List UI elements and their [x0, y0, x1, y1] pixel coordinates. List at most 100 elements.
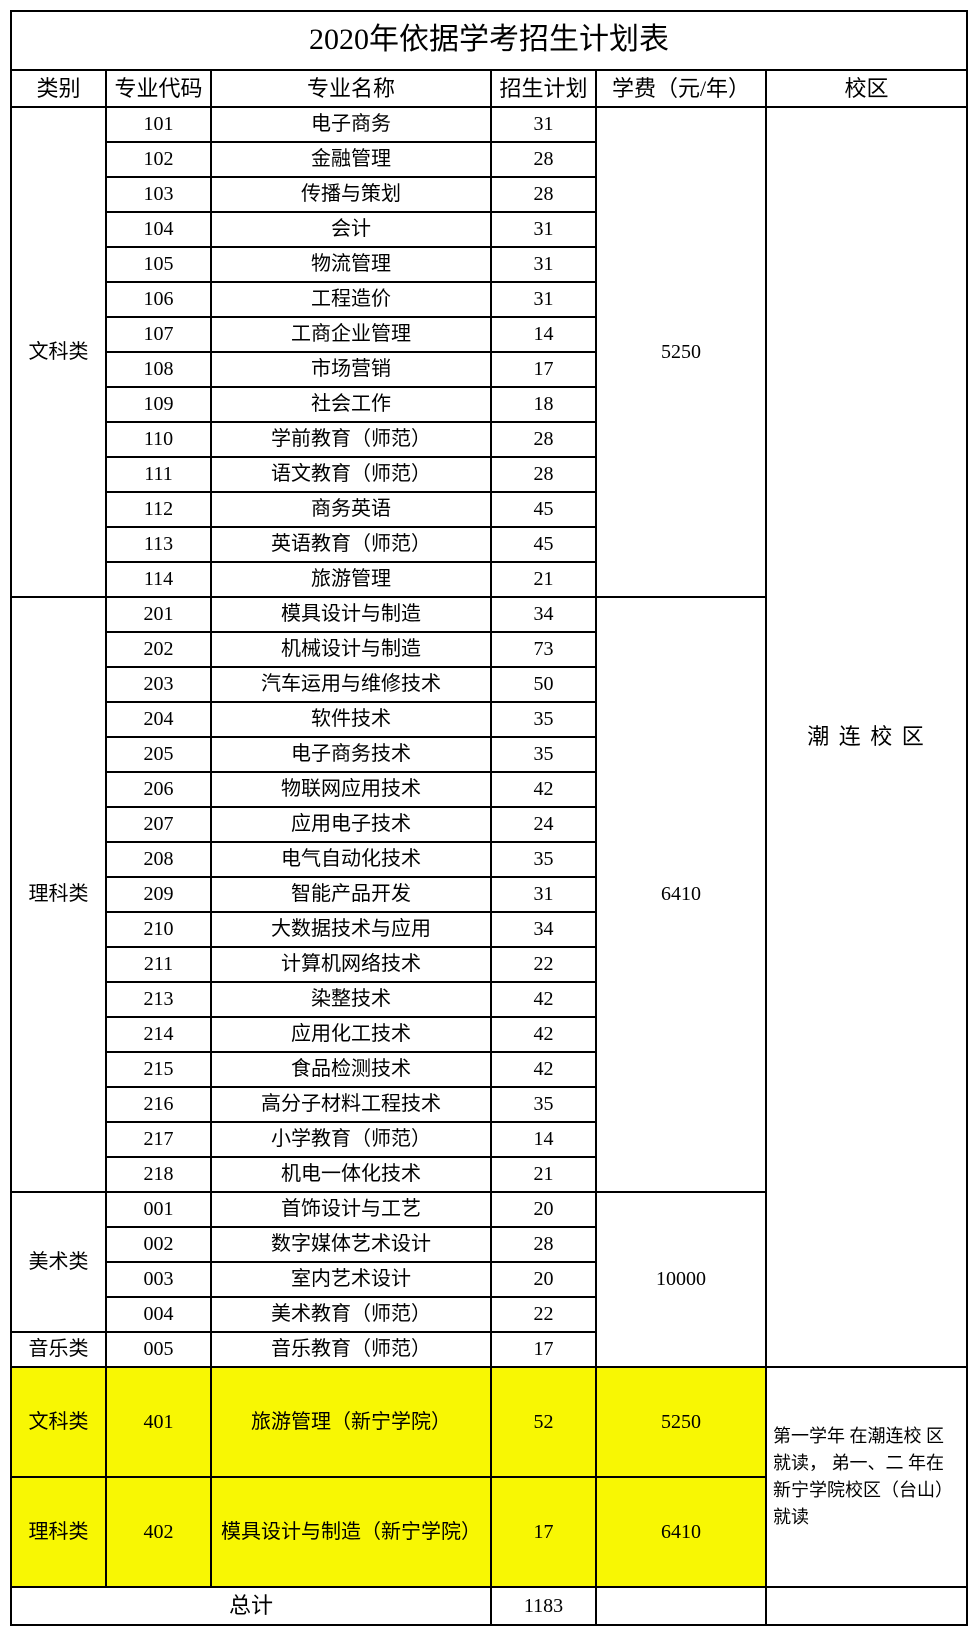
code-cell: 214	[106, 1017, 211, 1052]
major-cell: 金融管理	[211, 142, 491, 177]
plan-cell: 31	[491, 107, 596, 142]
plan-cell: 24	[491, 807, 596, 842]
plan-cell: 28	[491, 142, 596, 177]
plan-cell: 28	[491, 422, 596, 457]
plan-cell: 35	[491, 702, 596, 737]
major-cell: 学前教育（师范）	[211, 422, 491, 457]
code-cell: 001	[106, 1192, 211, 1227]
plan-cell: 21	[491, 1157, 596, 1192]
code-cell: 111	[106, 457, 211, 492]
plan-cell: 28	[491, 1227, 596, 1262]
code-cell: 113	[106, 527, 211, 562]
empty-cell	[766, 1587, 967, 1625]
plan-cell: 34	[491, 912, 596, 947]
code-cell: 003	[106, 1262, 211, 1297]
code-cell: 209	[106, 877, 211, 912]
code-cell: 110	[106, 422, 211, 457]
major-cell: 物联网应用技术	[211, 772, 491, 807]
tuition-cell: 6410	[596, 1477, 766, 1587]
code-cell: 402	[106, 1477, 211, 1587]
code-cell: 112	[106, 492, 211, 527]
total-value: 1183	[491, 1587, 596, 1625]
plan-cell: 17	[491, 352, 596, 387]
tuition-cell: 5250	[596, 107, 766, 597]
plan-cell: 18	[491, 387, 596, 422]
major-cell: 工商企业管理	[211, 317, 491, 352]
plan-cell: 31	[491, 282, 596, 317]
major-cell: 机械设计与制造	[211, 632, 491, 667]
plan-cell: 17	[491, 1332, 596, 1367]
major-cell: 电子商务	[211, 107, 491, 142]
hdr-campus: 校区	[766, 70, 967, 108]
plan-cell: 31	[491, 212, 596, 247]
code-cell: 201	[106, 597, 211, 632]
total-label: 总计	[11, 1587, 491, 1625]
tuition-cell: 5250	[596, 1367, 766, 1477]
plan-cell: 20	[491, 1192, 596, 1227]
plan-cell: 42	[491, 772, 596, 807]
plan-cell: 14	[491, 317, 596, 352]
plan-cell: 35	[491, 842, 596, 877]
code-cell: 005	[106, 1332, 211, 1367]
major-cell: 英语教育（师范）	[211, 527, 491, 562]
hdr-plan: 招生计划	[491, 70, 596, 108]
plan-cell: 20	[491, 1262, 596, 1297]
code-cell: 109	[106, 387, 211, 422]
plan-cell: 14	[491, 1122, 596, 1157]
major-cell: 电气自动化技术	[211, 842, 491, 877]
plan-cell: 50	[491, 667, 596, 702]
plan-cell: 22	[491, 947, 596, 982]
hdr-major: 专业名称	[211, 70, 491, 108]
code-cell: 104	[106, 212, 211, 247]
major-cell: 室内艺术设计	[211, 1262, 491, 1297]
enrollment-plan-table: 2020年依据学考招生计划表类别专业代码专业名称招生计划学费（元/年）校区文科类…	[10, 10, 968, 1626]
plan-cell: 28	[491, 457, 596, 492]
code-cell: 401	[106, 1367, 211, 1477]
major-cell: 机电一体化技术	[211, 1157, 491, 1192]
campus-note-cell: 第一学年 在潮连校 区就读， 弟一、二 年在新宁学院校区（台山） 就读	[766, 1367, 967, 1587]
major-cell: 会计	[211, 212, 491, 247]
major-cell: 模具设计与制造	[211, 597, 491, 632]
code-cell: 207	[106, 807, 211, 842]
plan-cell: 31	[491, 247, 596, 282]
category-cell: 文科类	[11, 1367, 106, 1477]
plan-cell: 73	[491, 632, 596, 667]
major-cell: 小学教育（师范）	[211, 1122, 491, 1157]
category-cell: 音乐类	[11, 1332, 106, 1367]
code-cell: 002	[106, 1227, 211, 1262]
code-cell: 106	[106, 282, 211, 317]
campus-cell: 潮 连 校 区	[766, 107, 967, 1367]
tuition-cell: 6410	[596, 597, 766, 1192]
major-cell: 软件技术	[211, 702, 491, 737]
major-cell: 传播与策划	[211, 177, 491, 212]
major-cell: 美术教育（师范）	[211, 1297, 491, 1332]
plan-cell: 45	[491, 492, 596, 527]
major-cell: 市场营销	[211, 352, 491, 387]
major-cell: 首饰设计与工艺	[211, 1192, 491, 1227]
code-cell: 208	[106, 842, 211, 877]
code-cell: 216	[106, 1087, 211, 1122]
plan-cell: 42	[491, 1052, 596, 1087]
code-cell: 107	[106, 317, 211, 352]
code-cell: 114	[106, 562, 211, 597]
total-row: 总计1183	[11, 1587, 967, 1625]
major-cell: 汽车运用与维修技术	[211, 667, 491, 702]
tuition-cell: 10000	[596, 1192, 766, 1367]
plan-cell: 28	[491, 177, 596, 212]
plan-cell: 45	[491, 527, 596, 562]
major-cell: 数字媒体艺术设计	[211, 1227, 491, 1262]
plan-cell: 35	[491, 1087, 596, 1122]
table-title: 2020年依据学考招生计划表	[11, 11, 967, 70]
code-cell: 004	[106, 1297, 211, 1332]
plan-cell: 35	[491, 737, 596, 772]
code-cell: 211	[106, 947, 211, 982]
code-cell: 203	[106, 667, 211, 702]
major-cell: 应用化工技术	[211, 1017, 491, 1052]
plan-cell: 21	[491, 562, 596, 597]
code-cell: 102	[106, 142, 211, 177]
code-cell: 210	[106, 912, 211, 947]
plan-cell: 34	[491, 597, 596, 632]
major-cell: 应用电子技术	[211, 807, 491, 842]
plan-cell: 52	[491, 1367, 596, 1477]
major-cell: 语文教育（师范）	[211, 457, 491, 492]
